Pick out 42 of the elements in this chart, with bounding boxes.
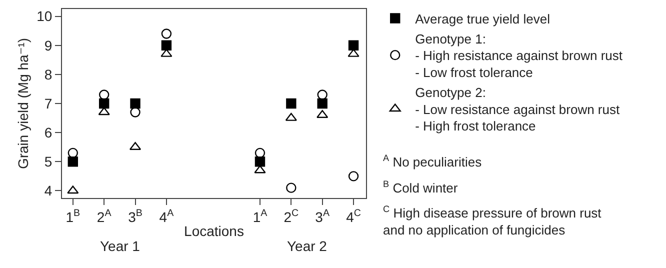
text: $^{A}$ No peculiarities [383, 153, 482, 170]
y-tick-label: 10 [36, 8, 52, 24]
legend-label: Genotype 2: - Low resistance against brown rust - High frost tolerance [415, 84, 620, 134]
point [130, 98, 140, 109]
point [68, 156, 78, 167]
point [130, 107, 140, 118]
text: $^{B}$ Cold winter [383, 179, 458, 196]
x-tick-label: 1$^{A}$ [252, 208, 268, 225]
text: $^{C}$ High disease pressure of brown rust and no application of fungicides [383, 204, 602, 238]
text: Year 1 [100, 238, 140, 254]
point [348, 171, 359, 182]
point [317, 90, 328, 100]
legend-label: Genotype 1: - High resistance against brown rust - Low frost tolerance [415, 31, 623, 80]
text: Year 2 [287, 238, 328, 254]
x-tick-label: 2$^{C}$ [284, 208, 299, 225]
x-tick-label: 2$^{A}$ [96, 208, 112, 225]
y-tick-label: 7 [44, 95, 52, 112]
y-axis-title: Grain yield (Mg ha⁻¹) [15, 38, 32, 170]
x-tick-label: 1$^{B}$ [66, 208, 81, 225]
point [98, 90, 110, 100]
x-tick-label: 3$^{B}$ [128, 208, 143, 225]
x-tick-label: 4$^{C}$ [346, 208, 361, 225]
point [254, 165, 266, 174]
y-tick-label: 6 [44, 124, 52, 140]
point [286, 98, 296, 109]
point [286, 182, 296, 193]
point [161, 40, 172, 50]
x-tick-label: 3$^{A}$ [315, 208, 330, 225]
point [67, 186, 79, 194]
point [348, 40, 359, 50]
point [161, 28, 172, 39]
point [98, 98, 110, 109]
legend-label: Average true yield level [415, 11, 550, 26]
y-tick-label: 5 [44, 154, 52, 170]
x-tick-label: 4$^{A}$ [159, 208, 174, 225]
y-tick-label: 8 [44, 66, 52, 82]
point [98, 107, 110, 116]
point [317, 98, 328, 109]
y-tick-label: 9 [44, 37, 52, 54]
y-tick-label: 4 [44, 182, 52, 199]
x-axis-title: Locations [184, 223, 244, 240]
point [285, 112, 297, 121]
